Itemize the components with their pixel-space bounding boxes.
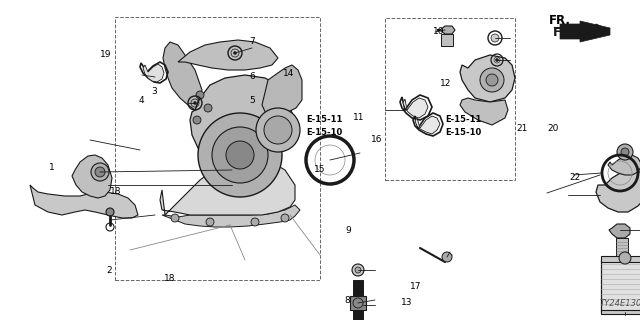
Polygon shape [178, 40, 278, 70]
Text: 9: 9 [345, 226, 351, 235]
Text: 11: 11 [353, 113, 365, 122]
Text: E-15-10: E-15-10 [306, 128, 342, 137]
Circle shape [226, 141, 254, 169]
Text: 2: 2 [106, 266, 112, 275]
Text: 22: 22 [570, 173, 581, 182]
Circle shape [171, 214, 179, 222]
Circle shape [206, 218, 214, 226]
Bar [385, 18, 515, 180]
Text: 17: 17 [410, 282, 421, 291]
Circle shape [198, 113, 282, 197]
Text: 16: 16 [371, 135, 383, 144]
Polygon shape [30, 185, 138, 218]
Bar [350, 296, 366, 310]
Text: 1: 1 [49, 164, 54, 172]
Bar [115, 17, 320, 280]
Bar [616, 238, 628, 256]
Circle shape [196, 91, 204, 99]
Polygon shape [160, 155, 295, 215]
Bar [441, 34, 453, 46]
Text: 14: 14 [283, 69, 294, 78]
Circle shape [480, 68, 504, 92]
Circle shape [486, 74, 498, 86]
Text: 15: 15 [314, 165, 325, 174]
Text: 21: 21 [516, 124, 528, 133]
Circle shape [251, 218, 259, 226]
Text: E-15-11: E-15-11 [306, 116, 342, 124]
Text: 18: 18 [110, 188, 122, 196]
Circle shape [204, 104, 212, 112]
Circle shape [619, 252, 631, 264]
Circle shape [256, 108, 300, 152]
Polygon shape [437, 26, 455, 34]
Circle shape [95, 167, 105, 177]
Circle shape [234, 52, 237, 54]
Polygon shape [163, 42, 202, 110]
Bar [601, 310, 640, 314]
Text: 10: 10 [433, 27, 444, 36]
Text: 12: 12 [440, 79, 452, 88]
Polygon shape [609, 224, 630, 238]
Bar [353, 280, 363, 320]
Circle shape [621, 148, 629, 156]
Text: 4: 4 [138, 96, 144, 105]
Polygon shape [596, 170, 640, 212]
Polygon shape [560, 21, 610, 42]
Polygon shape [460, 55, 515, 102]
Polygon shape [608, 155, 640, 175]
Circle shape [264, 116, 292, 144]
Text: E-15-10: E-15-10 [445, 128, 481, 137]
Circle shape [193, 101, 196, 105]
Polygon shape [143, 64, 164, 82]
Polygon shape [262, 65, 302, 118]
Text: E-15-11: E-15-11 [445, 116, 481, 124]
Text: 5: 5 [250, 96, 255, 105]
Circle shape [193, 116, 201, 124]
Text: FR.: FR. [553, 26, 576, 38]
Text: 8: 8 [344, 296, 350, 305]
Text: 20: 20 [547, 124, 559, 133]
Text: 18: 18 [164, 274, 175, 283]
Circle shape [212, 127, 268, 183]
Polygon shape [415, 116, 440, 134]
Circle shape [442, 252, 452, 262]
Circle shape [106, 208, 114, 216]
Circle shape [281, 214, 289, 222]
Polygon shape [460, 98, 508, 125]
Circle shape [352, 264, 364, 276]
Polygon shape [403, 98, 428, 118]
Polygon shape [162, 205, 300, 227]
Text: FR.: FR. [549, 13, 571, 27]
Text: 7: 7 [250, 37, 255, 46]
Bar [601, 256, 640, 262]
Text: TY24E1300A: TY24E1300A [600, 299, 640, 308]
Text: 19: 19 [100, 50, 111, 59]
Polygon shape [72, 155, 112, 198]
Circle shape [91, 163, 109, 181]
Text: 3: 3 [151, 87, 157, 96]
Circle shape [355, 267, 361, 273]
Circle shape [491, 34, 499, 42]
Text: 6: 6 [250, 72, 255, 81]
Bar [601, 260, 640, 312]
Polygon shape [190, 75, 295, 162]
Circle shape [495, 59, 499, 61]
Text: 13: 13 [401, 298, 413, 307]
Circle shape [617, 144, 633, 160]
